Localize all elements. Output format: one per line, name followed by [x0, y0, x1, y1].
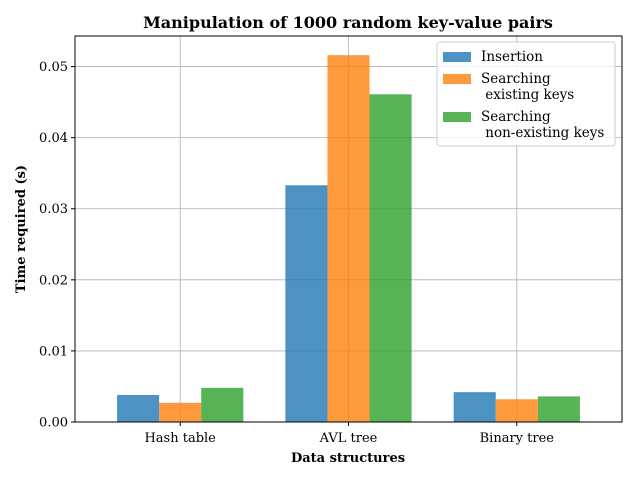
bar-0-2	[453, 392, 496, 422]
legend-swatch-1	[443, 74, 471, 84]
y-tick-label: 0.02	[39, 273, 68, 288]
chart-title: Manipulation of 1000 random key-value pa…	[143, 13, 553, 32]
bar-1-2	[495, 399, 538, 422]
bar-0-0	[117, 394, 160, 422]
legend-swatch-2	[443, 112, 471, 122]
legend-box	[436, 41, 616, 147]
y-tick-label: 0.04	[39, 131, 68, 146]
x-tick-label: Binary tree	[480, 431, 555, 446]
bar-2-0	[201, 387, 244, 422]
y-tick-label: 0.00	[39, 416, 68, 431]
bar-2-2	[537, 396, 580, 422]
x-tick-label: AVL tree	[319, 431, 378, 446]
x-axis-ticks: Hash table AVL tree Binary tree	[144, 422, 554, 446]
x-axis-label: Data structures	[291, 451, 405, 466]
bar-0-1	[285, 185, 328, 422]
y-axis-label: Time required (s)	[14, 165, 29, 293]
legend-label-2: Searching non-existing keys	[481, 109, 604, 141]
legend-label-1: Searching existing keys	[481, 71, 574, 103]
bars	[117, 55, 580, 423]
bar-1-0	[159, 402, 202, 422]
x-tick-label: Hash table	[144, 431, 216, 446]
bar-2-1	[369, 94, 412, 422]
y-axis-ticks: 0.00 0.01 0.02 0.03 0.04 0.05	[39, 60, 75, 431]
y-tick-label: 0.05	[39, 60, 68, 75]
y-tick-label: 0.01	[39, 344, 68, 359]
legend-label-0: Insertion	[481, 49, 543, 65]
legend-swatch-0	[443, 52, 471, 62]
y-tick-label: 0.03	[39, 202, 68, 217]
bar-1-1	[327, 55, 370, 423]
legend: Insertion Searching existing keys Searchin…	[436, 41, 616, 147]
